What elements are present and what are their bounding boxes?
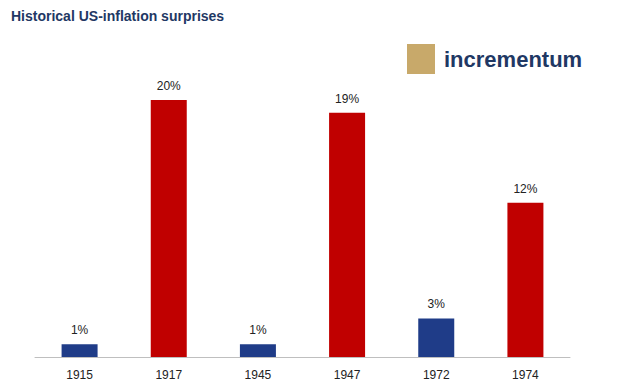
svg-text:1915: 1915 — [66, 368, 93, 382]
svg-text:12%: 12% — [513, 182, 537, 196]
svg-text:Historical US-inflation surpri: Historical US-inflation surprises — [11, 8, 224, 24]
svg-text:3%: 3% — [428, 297, 446, 311]
svg-text:1974: 1974 — [512, 368, 539, 382]
svg-text:1972: 1972 — [423, 368, 450, 382]
svg-text:1947: 1947 — [334, 368, 361, 382]
svg-text:1%: 1% — [71, 323, 89, 337]
svg-text:incrementum: incrementum — [444, 47, 582, 72]
svg-text:1945: 1945 — [245, 368, 272, 382]
svg-text:20%: 20% — [157, 79, 181, 93]
svg-text:1%: 1% — [249, 323, 267, 337]
svg-text:19%: 19% — [335, 92, 359, 106]
svg-text:1917: 1917 — [155, 368, 182, 382]
